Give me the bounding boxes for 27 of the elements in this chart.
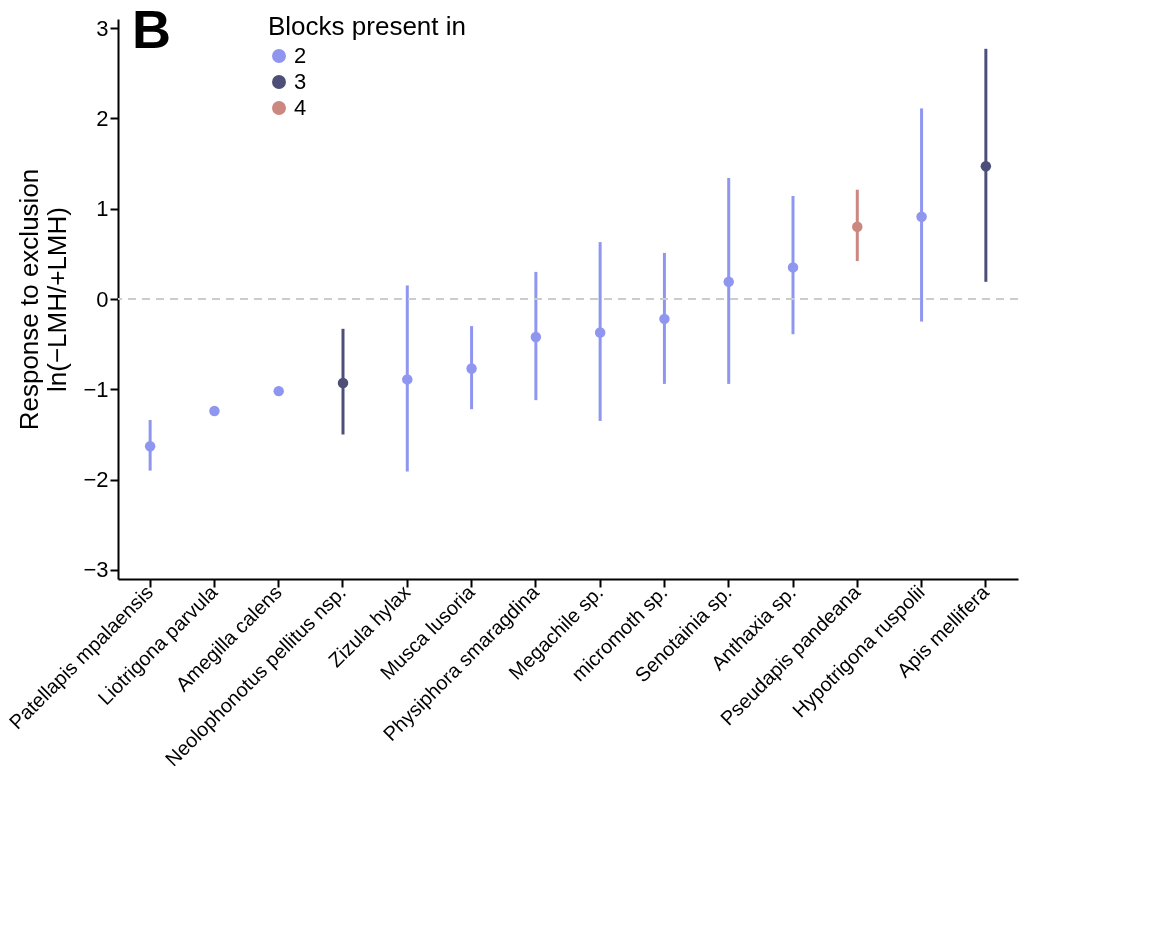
point <box>852 221 863 232</box>
y-tick-label: 1 <box>96 196 109 222</box>
point <box>659 313 670 325</box>
y-tick-label: 0 <box>96 286 109 312</box>
point <box>530 331 542 343</box>
y-tick-label: −1 <box>83 376 109 402</box>
point <box>466 363 477 374</box>
point <box>980 160 992 172</box>
legend-label: 2 <box>294 43 307 68</box>
legend-label: 3 <box>294 69 307 94</box>
legend-title: Blocks present in <box>268 11 466 41</box>
point <box>402 374 413 385</box>
point <box>273 385 284 397</box>
y-tick-label: 2 <box>96 105 109 131</box>
point <box>144 440 156 452</box>
y-tick-label: −3 <box>83 557 109 583</box>
y-tick-label: 3 <box>96 15 109 41</box>
point <box>787 262 799 273</box>
point <box>337 377 349 389</box>
point <box>594 327 606 338</box>
point <box>209 405 220 417</box>
point <box>916 211 927 223</box>
legend-label: 4 <box>294 95 307 120</box>
y-axis-title: Response to exclusion ln(−LMH/+LMH) <box>14 168 73 431</box>
point <box>723 276 734 288</box>
annotation: B <box>132 0 171 59</box>
y-tick-label: −2 <box>83 467 109 493</box>
